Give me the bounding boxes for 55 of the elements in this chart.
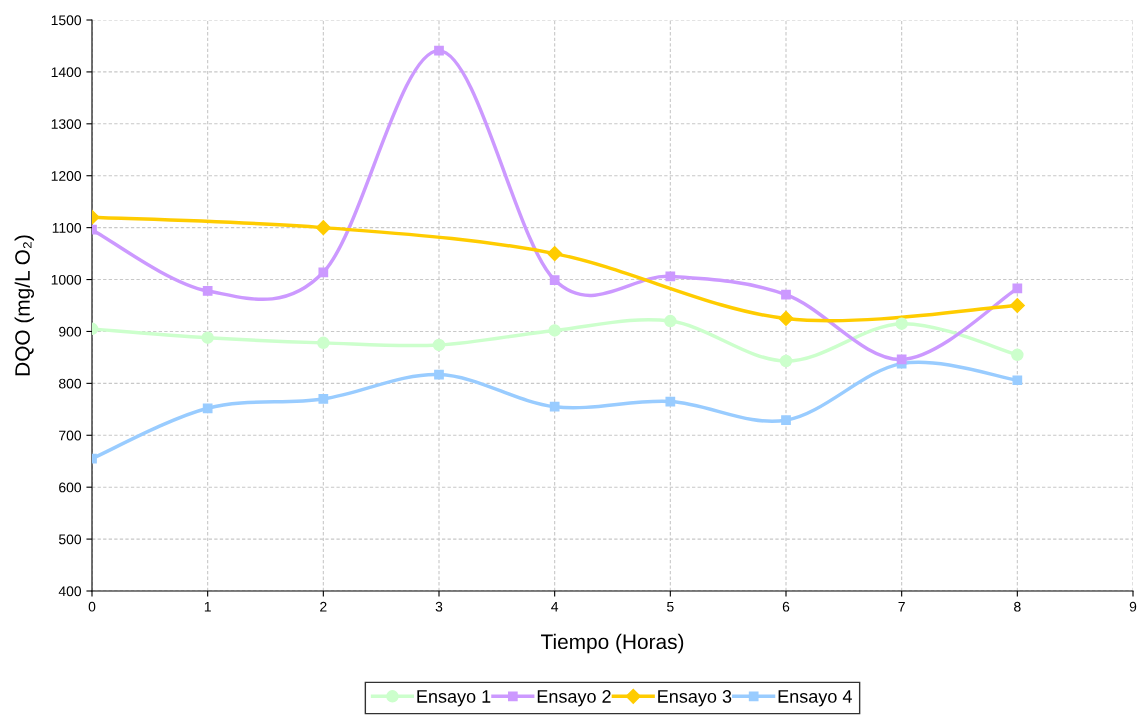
point [548, 324, 561, 337]
point [665, 396, 676, 407]
point [1012, 283, 1023, 294]
legend-label: Ensayo 1 [417, 690, 491, 707]
x-tick-label: 1 [204, 601, 211, 612]
y-tick-label: 1100 [52, 222, 82, 233]
x-tick-label: 5 [667, 601, 674, 612]
x-tick-label: 0 [88, 601, 96, 612]
point [434, 45, 444, 56]
legend-label: Ensayo 2 [537, 690, 611, 707]
point [1011, 348, 1024, 362]
point [664, 314, 677, 328]
y-tick-label: 500 [58, 534, 82, 545]
point [547, 246, 563, 262]
point [318, 267, 329, 278]
y-tick-label: 1000 [51, 274, 82, 285]
y-tick-label: 800 [59, 378, 82, 389]
x-tick-label: 7 [898, 601, 905, 612]
point [895, 317, 908, 330]
y-tick-label: 1400 [51, 67, 82, 78]
point [317, 336, 330, 350]
point [665, 271, 676, 282]
point [778, 310, 794, 327]
x-axis-title: Tiempo (Horas) [541, 633, 684, 654]
point [434, 369, 444, 380]
y-tick-label: 1500 [51, 15, 82, 26]
point [781, 289, 791, 300]
y-tick-label: 400 [58, 586, 82, 597]
y-tick-label: 900 [59, 326, 82, 337]
x-tick-label: 8 [1014, 601, 1021, 612]
point [201, 331, 214, 344]
y-tick-label: 1300 [51, 119, 82, 129]
point [202, 286, 213, 296]
point [318, 394, 329, 404]
y-tick-label: 600 [59, 482, 82, 493]
x-tick-label: 9 [1129, 601, 1137, 612]
point [432, 338, 446, 352]
point [549, 401, 560, 412]
point [1009, 297, 1025, 314]
legend-label: Ensayo 4 [778, 690, 852, 707]
legend-label: Ensayo 3 [658, 690, 732, 707]
point [779, 354, 793, 368]
y-tick-label: 700 [59, 430, 82, 441]
point [202, 403, 213, 414]
point [896, 354, 907, 365]
y-tick-label: 1200 [51, 171, 82, 181]
x-tick-label: 2 [320, 601, 327, 612]
x-tick-label: 4 [551, 601, 559, 612]
point [781, 415, 791, 426]
x-tick-label: 6 [782, 601, 790, 612]
point [315, 220, 331, 236]
point [549, 275, 560, 285]
x-tick-label: 3 [435, 601, 443, 612]
y-axis-title: DQO (mg/L O₂) [14, 235, 35, 376]
point [1012, 375, 1023, 386]
